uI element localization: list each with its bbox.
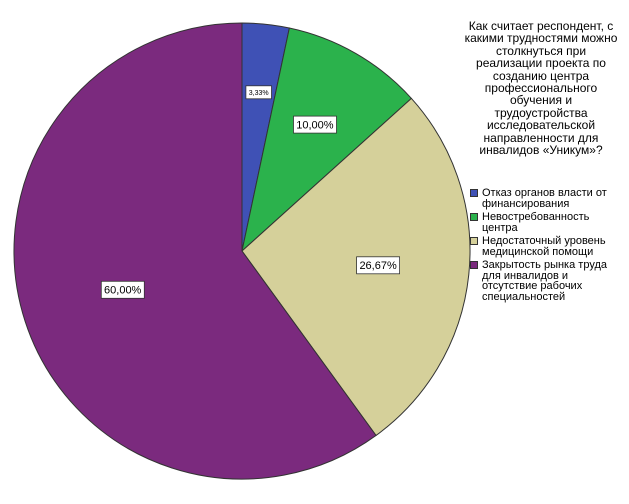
pie-slice-labor-market [13, 22, 377, 480]
legend-label-refusal: Отказ органов власти от финансирования [482, 187, 607, 210]
legend-swatch-refusal [470, 189, 478, 197]
data-label-text-unclaimed: 10,00% [296, 120, 334, 132]
data-label-box-refusal [245, 85, 272, 100]
pie-slice-unclaimed [241, 27, 413, 253]
legend-swatch-unclaimed [470, 213, 478, 221]
legend-title: Как считает респондент, с какими труднос… [464, 19, 618, 158]
legend-label-medical: Недостаточный уровень медицинской помощи [482, 235, 606, 258]
legend-label-labor-market: Закрытость рынка труда для инвалидов и о… [482, 259, 607, 303]
pie-data-labels: 3,33% 10,00% 26,67% 60,00% [100, 85, 401, 299]
legend-swatch-labor-market [470, 261, 478, 269]
legend-swatch-medical [470, 237, 478, 245]
data-label-unclaimed: 10,00% [293, 115, 337, 134]
data-label-box-medical [356, 256, 401, 275]
data-label-box-labor-market [100, 280, 145, 299]
legend: Отказ органов власти от финансирования Н… [470, 188, 620, 305]
legend-item-labor-market: Закрытость рынка труда для инвалидов и о… [470, 260, 620, 302]
data-label-text-labor-market: 60,00% [104, 285, 142, 297]
legend-item-medical: Недостаточный уровень медицинской помощи [470, 236, 620, 257]
legend-label-unclaimed: Невостребованность центра [482, 211, 590, 234]
data-label-refusal: 3,33% [245, 85, 272, 100]
data-label-text-refusal: 3,33% [249, 90, 269, 97]
legend-item-refusal: Отказ органов власти от финансирования [470, 188, 620, 209]
data-label-box-unclaimed [293, 115, 337, 134]
pie-slice-medical [241, 97, 471, 437]
data-label-labor-market: 60,00% [100, 280, 145, 299]
data-label-text-medical: 26,67% [359, 260, 397, 272]
legend-item-unclaimed: Невостребованность центра [470, 212, 620, 233]
data-label-medical: 26,67% [356, 256, 401, 275]
pie-slices [13, 22, 471, 480]
